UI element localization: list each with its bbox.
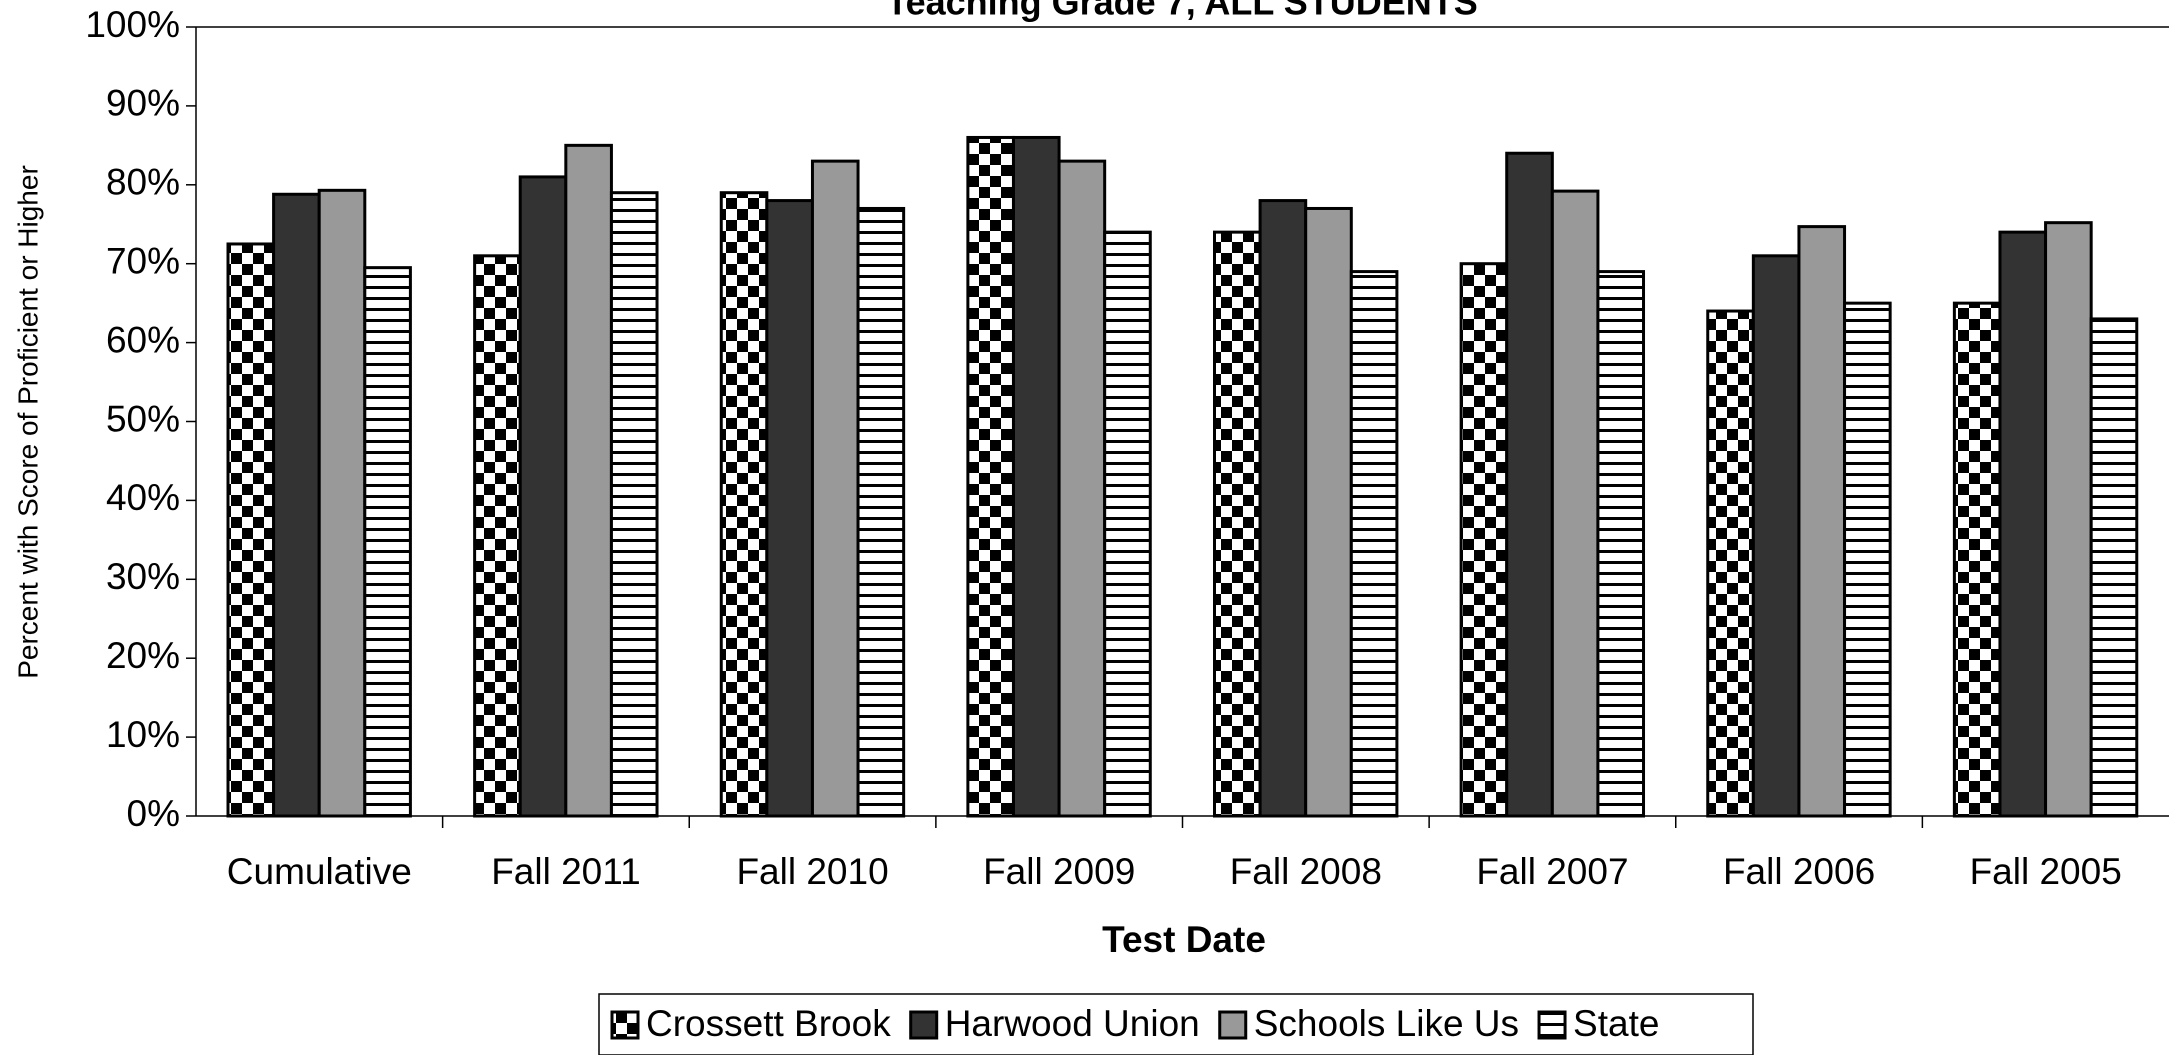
bar <box>226 242 276 818</box>
y-tick-label: 20% <box>106 635 180 676</box>
bar <box>966 135 1015 818</box>
bar <box>1797 225 1847 818</box>
bar <box>1258 199 1308 818</box>
chart-title: Teaching Grade 7, ALL STUDENTS <box>886 0 1477 23</box>
x-tick-label: Cumulative <box>227 851 412 892</box>
bar <box>564 143 613 818</box>
bar <box>317 188 367 818</box>
bar <box>2089 317 2139 818</box>
y-tick-label: 30% <box>106 556 180 597</box>
bar <box>810 159 860 818</box>
y-tick-label: 40% <box>106 477 180 518</box>
y-tick-label: 80% <box>106 162 180 203</box>
x-tick-label: Fall 2010 <box>736 851 888 892</box>
legend-swatch <box>1537 1010 1567 1040</box>
bar <box>1706 309 1755 818</box>
bar <box>856 206 906 818</box>
legend-label: Schools Like Us <box>1254 1003 1519 1044</box>
x-tick-label: Fall 2005 <box>1970 851 2122 892</box>
x-tick-label: Fall 2007 <box>1476 851 1628 892</box>
bar <box>609 191 659 818</box>
bar <box>1057 159 1107 818</box>
bar <box>1213 230 1262 818</box>
bar <box>1505 151 1554 818</box>
legend-label: State <box>1573 1003 1659 1044</box>
y-tick-label: 60% <box>106 319 180 360</box>
legend-swatch <box>909 1010 939 1040</box>
bar <box>1998 230 2048 818</box>
bar <box>272 192 321 818</box>
x-tick-label: Fall 2011 <box>491 851 640 892</box>
y-tick-label: 100% <box>85 4 180 45</box>
bar <box>719 191 769 818</box>
legend-label: Harwood Union <box>945 1003 1200 1044</box>
y-tick-label: 90% <box>106 83 180 124</box>
bar <box>1103 230 1152 818</box>
y-tick-label: 0% <box>127 793 180 834</box>
x-tick-label: Fall 2008 <box>1230 851 1382 892</box>
bar <box>1011 135 1061 818</box>
bar <box>1952 301 2002 818</box>
bar <box>1550 189 1600 818</box>
bar <box>1349 270 1399 818</box>
y-tick-label: 50% <box>106 398 180 439</box>
bar <box>473 254 522 818</box>
bar <box>1304 206 1353 818</box>
bar <box>1751 254 1801 818</box>
bar <box>2044 221 2093 818</box>
legend-label: Crossett Brook <box>646 1003 891 1044</box>
bar <box>363 266 412 818</box>
bar <box>518 175 568 818</box>
y-axis-label: Percent with Score of Proficient or High… <box>12 165 43 679</box>
y-tick-label: 10% <box>106 714 180 755</box>
y-tick-label: 70% <box>106 240 180 281</box>
bar <box>1596 270 1646 818</box>
x-tick-label: Fall 2006 <box>1723 851 1875 892</box>
bar <box>765 199 814 818</box>
x-tick-label: Fall 2009 <box>983 851 1135 892</box>
bar <box>1843 301 1892 818</box>
x-axis-label: Test Date <box>1102 919 1266 960</box>
bar <box>1459 262 1509 818</box>
legend-swatch <box>610 1010 640 1040</box>
legend-swatch <box>1218 1010 1248 1040</box>
